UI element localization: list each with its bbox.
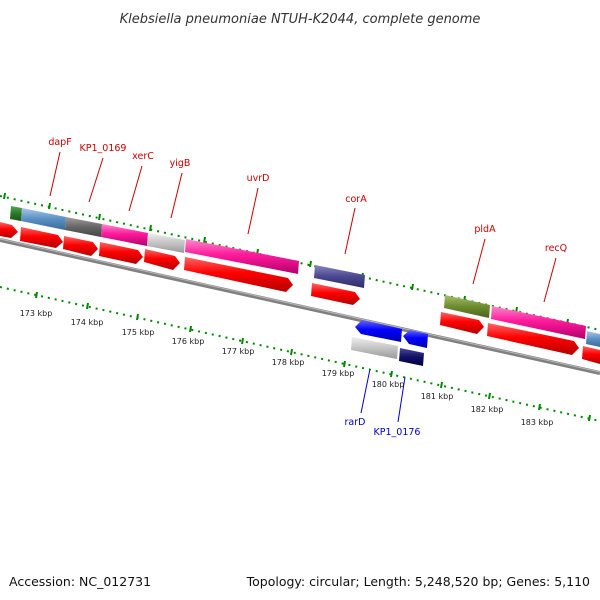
gene-label-plda: pldA xyxy=(474,224,496,235)
gene-feature-edge xyxy=(586,331,600,347)
kbp-labels: 173 kbp 174 kbp 175 kbp 176 kbp 177 kbp … xyxy=(20,309,554,427)
gene-feature-dapf xyxy=(10,206,22,221)
kbp-label: 180 kbp xyxy=(372,380,405,389)
kbp-label: 183 kbp xyxy=(521,418,554,427)
reverse-cds-arrows xyxy=(355,320,428,348)
gene-feature-kp1-0176 xyxy=(399,348,424,366)
cds-arrow xyxy=(99,242,143,264)
kbp-label: 176 kbp xyxy=(172,337,205,346)
gene-label-kp1-0176: KP1_0176 xyxy=(374,427,421,438)
cds-arrow xyxy=(144,249,180,270)
cds-arrow xyxy=(63,236,98,256)
kbp-label: 178 kbp xyxy=(272,358,305,367)
gene-feature-recq xyxy=(491,306,586,339)
gene-feature-rard xyxy=(351,337,398,359)
cds-arrow xyxy=(440,312,484,334)
gene-feature-cora xyxy=(314,265,365,288)
cds-arrow xyxy=(487,323,579,355)
genome-backbone xyxy=(0,238,600,375)
cds-arrow-reverse xyxy=(355,320,402,342)
gene-label-recq: recQ xyxy=(545,243,567,254)
gene-feature-silver xyxy=(147,233,185,253)
forward-cds-arrows xyxy=(0,222,600,364)
lower-tick-arc xyxy=(0,286,600,422)
kbp-label: 175 kbp xyxy=(122,328,155,337)
gene-feature-kp1-0169 xyxy=(21,208,66,230)
gene-label-uvrd: uvrD xyxy=(247,173,270,184)
gene-feature-uvrd xyxy=(185,239,299,274)
gene-label-cora: corA xyxy=(345,194,367,205)
cds-arrow xyxy=(184,257,293,292)
gene-label-yigb: yigB xyxy=(170,158,191,169)
reverse-gene-labels: rarD KP1_0176 xyxy=(345,417,421,438)
accession-text: Accession: NC_012731 xyxy=(9,574,151,589)
kbp-label: 182 kbp xyxy=(471,405,504,414)
cds-arrow xyxy=(0,222,18,238)
forward-label-leaders xyxy=(49,151,557,303)
genome-title: Klebsiella pneumoniae NTUH-K2044, comple… xyxy=(120,12,481,27)
cds-arrow xyxy=(582,346,600,364)
kbp-label: 181 kbp xyxy=(421,392,454,401)
forward-gene-labels: dapF KP1_0169 xerC yigB uvrD corA pldA r… xyxy=(48,137,567,254)
kbp-label: 177 kbp xyxy=(222,347,255,356)
gene-feature-xerc xyxy=(65,217,102,237)
kbp-label: 179 kbp xyxy=(322,369,355,378)
cds-arrow-reverse xyxy=(403,330,428,348)
reverse-gene-features xyxy=(351,337,424,366)
gene-label-dapf: dapF xyxy=(48,137,71,148)
reverse-label-leaders xyxy=(360,368,406,423)
gene-feature-plda xyxy=(444,295,490,318)
genome-summary-text: Topology: circular; Length: 5,248,520 bp… xyxy=(246,574,590,589)
gene-label-kp1-0169: KP1_0169 xyxy=(80,143,127,154)
cds-arrow xyxy=(20,227,63,248)
gene-label-xerc: xerC xyxy=(132,151,154,162)
cds-arrow xyxy=(311,283,360,305)
forward-gene-features xyxy=(10,206,600,347)
gene-label-rard: rarD xyxy=(345,417,366,428)
gene-feature-yigb xyxy=(101,224,148,246)
kbp-label: 173 kbp xyxy=(20,309,53,318)
kbp-label: 174 kbp xyxy=(71,318,104,327)
